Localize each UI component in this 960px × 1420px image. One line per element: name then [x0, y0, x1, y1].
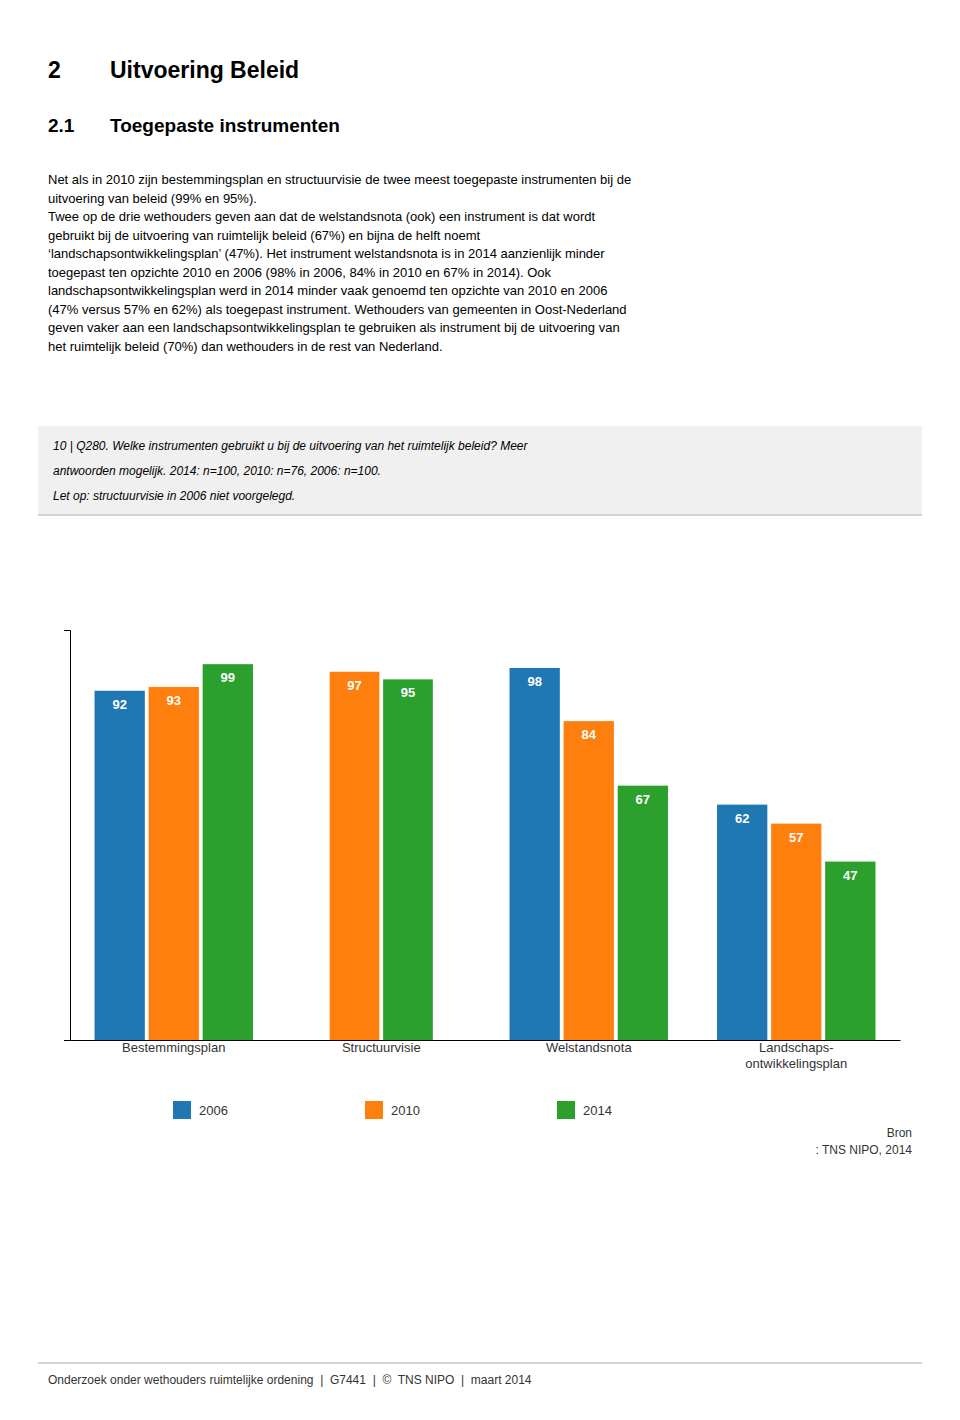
data-label: 98 — [527, 674, 541, 689]
footer-line — [38, 1363, 922, 1364]
bars — [95, 664, 876, 1040]
data-label: 97 — [347, 678, 361, 693]
data-label: 84 — [582, 727, 597, 742]
data-label: 57 — [789, 830, 803, 845]
body-line: Twee op de drie wethouders geven aan dat… — [48, 209, 595, 224]
body-line: uitvoering van beleid (99% en 95%). — [48, 191, 257, 206]
data-label: 99 — [221, 670, 235, 685]
bar — [383, 679, 433, 1040]
bar — [95, 691, 145, 1040]
body-line: geven vaker aan een landschapsontwikkeli… — [48, 320, 620, 335]
x-tick-label: Landschaps-ontwikkelingsplan — [745, 1040, 847, 1071]
footnote-line: 10 | Q280. Welke instrumenten gebruikt u… — [53, 439, 528, 453]
body-line: gebruikt bij de uitvoering van ruimtelij… — [48, 228, 481, 243]
legend: 2006 2010 2014 — [173, 1101, 612, 1119]
data-label: 67 — [636, 792, 650, 807]
source-line: Bron — [887, 1126, 912, 1140]
footnote-line: antwoorden mogelijk. 2014: n=100, 2010: … — [53, 464, 381, 478]
footer-text: Onderzoek onder wethouders ruimtelijke o… — [48, 1373, 532, 1387]
page: 2 Uitvoering Beleid 2.1 Toegepaste instrume… — [0, 0, 960, 1420]
separator — [38, 515, 922, 516]
legend-label: 2014 — [583, 1103, 612, 1118]
body-line: (47% versus 57% en 62%) als toegepast in… — [48, 302, 627, 317]
section-number: 2.1 — [48, 115, 75, 136]
heading-text: Uitvoering Beleid — [110, 57, 299, 83]
x-tick-label: Bestemmingsplan — [122, 1040, 225, 1055]
data-label: 93 — [167, 693, 181, 708]
data-label: 47 — [843, 868, 857, 883]
footnote-box — [38, 426, 922, 514]
x-tick: Bestemmingsplan — [122, 1040, 225, 1055]
body-line: toegepast ten opzichte 2010 en 2006 (98%… — [48, 265, 552, 280]
bar — [203, 664, 253, 1040]
heading-number: 2 — [48, 57, 61, 83]
x-tick-label: Structuurvisie — [342, 1040, 421, 1055]
y-axis — [64, 631, 71, 1041]
body-line: ‘landschapsontwikkelingsplan’ (47%). Het… — [48, 246, 605, 261]
footnote-line: Let op: structuurvisie in 2006 niet voor… — [53, 489, 295, 503]
x-tick-label: Welstandsnota — [546, 1040, 633, 1055]
body-line: het ruimtelijk beleid (70%) dan wethoude… — [48, 339, 443, 354]
body-line: Net als in 2010 zijn bestemmingsplan en … — [48, 172, 631, 187]
y-axis-line — [64, 631, 71, 1041]
data-label: 95 — [401, 685, 415, 700]
chart: 92 93 99 97 95 98 84 67 62 57 47 Bestemmingsplan Str… — [64, 631, 901, 1071]
x-tick: Structuurvisie — [342, 1040, 421, 1055]
legend-label: 2010 — [391, 1103, 420, 1118]
data-label: 62 — [735, 811, 749, 826]
body-line: landschapsontwikkelingsplan werd in 2014… — [48, 283, 607, 298]
bar — [149, 687, 199, 1040]
bar — [825, 862, 875, 1040]
legend-swatch — [173, 1101, 191, 1119]
bar — [717, 805, 767, 1040]
x-axis: Bestemmingsplan Structuurvisie Welstandsno… — [71, 1040, 901, 1071]
bar — [771, 824, 821, 1040]
x-tick: Welstandsnota — [546, 1040, 633, 1055]
source-line: : TNS NIPO, 2014 — [816, 1143, 913, 1157]
data-labels: 92 93 99 97 95 98 84 67 62 57 47 — [112, 670, 857, 882]
data-label: 92 — [112, 697, 126, 712]
legend-label: 2006 — [199, 1103, 228, 1118]
bar — [564, 721, 614, 1040]
section-text: Toegepaste instrumenten — [110, 115, 340, 136]
legend-swatch — [557, 1101, 575, 1119]
bar — [330, 672, 380, 1040]
bar — [618, 786, 668, 1040]
bar — [510, 668, 560, 1040]
legend-swatch — [365, 1101, 383, 1119]
x-tick: Landschaps-ontwikkelingsplan — [745, 1040, 847, 1071]
